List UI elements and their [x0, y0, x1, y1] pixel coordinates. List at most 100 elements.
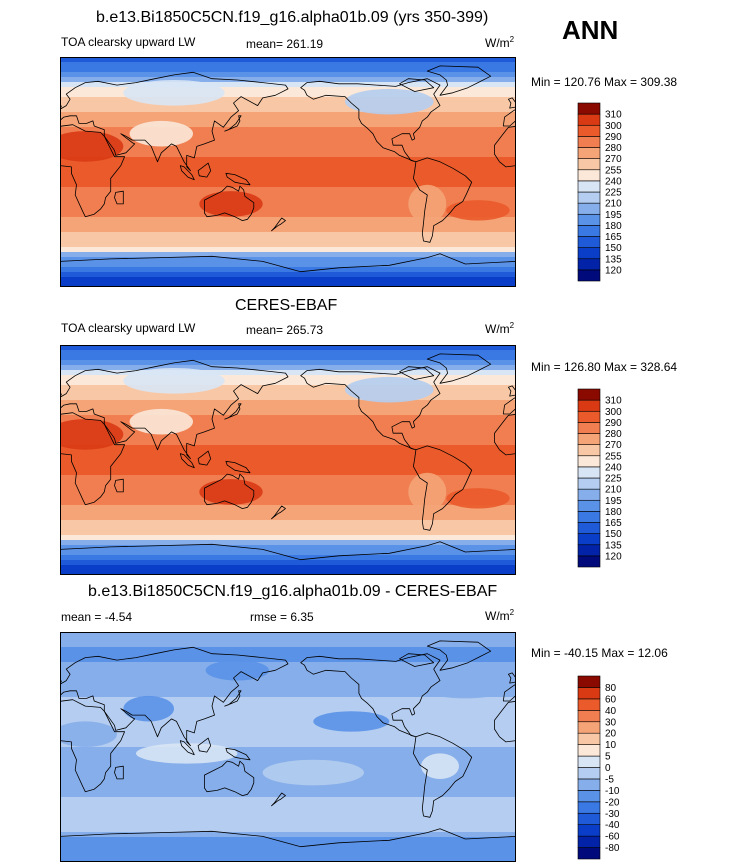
colorbar-box — [577, 732, 601, 745]
colorbar-tick-label: 0 — [605, 763, 611, 774]
colorbar-tick-label: 240 — [605, 176, 622, 187]
colorbar-tick-label: 165 — [605, 518, 622, 529]
colorbar-box — [577, 236, 601, 248]
colorbar-tick-label: 280 — [605, 143, 622, 154]
colorbar-box — [577, 258, 601, 271]
colorbar-box — [577, 499, 601, 512]
panel-1-units: W/m2 — [485, 35, 515, 51]
colorbar-tick-label: 310 — [605, 110, 622, 121]
colorbar-tick-label: -30 — [605, 809, 620, 820]
colorbar-box — [577, 555, 601, 568]
colorbar-tick-label: 120 — [605, 551, 622, 562]
colorbar-box — [577, 455, 601, 468]
colorbar-tick-label: 225 — [605, 474, 622, 485]
colorbar-box — [577, 269, 601, 282]
panel-1-mean-label: mean= 261.19 — [246, 37, 324, 51]
colorbar-tick-label: 290 — [605, 418, 622, 429]
colorbar-box — [577, 698, 601, 711]
panel-3-rmse-label: rmse = 6.35 — [250, 610, 314, 624]
colorbar-box — [577, 755, 601, 768]
panel-1-map — [60, 57, 516, 287]
colorbar-box — [577, 533, 601, 546]
colorbar-box — [577, 790, 601, 803]
panel-2-map — [60, 345, 516, 575]
colorbar-tick-label: -5 — [605, 774, 614, 785]
colorbar-box — [577, 812, 601, 825]
colorbar-tick-label: 195 — [605, 210, 622, 221]
colorbar-box — [577, 721, 601, 734]
colorbar-box — [577, 488, 601, 501]
colorbar-tick-label: 135 — [605, 540, 622, 551]
colorbar-box — [577, 687, 601, 700]
panel-2-colorbar: 1201351501651801952102252402552702802903… — [577, 388, 622, 568]
panel-3-range-label: Min = -40.15 Max = 12.06 — [531, 646, 668, 660]
colorbar-tick-label: 270 — [605, 154, 622, 165]
colorbar-box — [577, 169, 601, 182]
colorbar-tick-label: 30 — [605, 717, 617, 728]
colorbar-tick-label: -60 — [605, 832, 620, 843]
colorbar-box — [577, 422, 601, 434]
colorbar-box — [577, 801, 601, 814]
colorbar-tick-label: 255 — [605, 451, 622, 462]
colorbar-box — [577, 744, 601, 757]
colorbar-tick-label: -80 — [605, 843, 620, 854]
colorbar-box — [577, 191, 601, 204]
colorbar-box — [577, 767, 601, 780]
colorbar-box — [577, 847, 601, 860]
panel-2-title: CERES-EBAF — [235, 297, 338, 314]
colorbar-box — [577, 466, 601, 479]
panel-3-units: W/m2 — [485, 608, 515, 624]
colorbar-box — [577, 544, 601, 557]
colorbar-tick-label: 290 — [605, 132, 622, 143]
colorbar-tick-label: -20 — [605, 797, 620, 808]
colorbar-box — [577, 124, 601, 137]
colorbar-box — [577, 824, 601, 837]
colorbar-tick-label: 60 — [605, 694, 617, 705]
colorbar-tick-label: 300 — [605, 407, 622, 418]
colorbar-box — [577, 399, 601, 412]
panel-1-colorbar: 1201351501651801952102252402552702802903… — [577, 102, 622, 282]
colorbar-box — [577, 147, 601, 159]
colorbar-box — [577, 247, 601, 260]
colorbar-tick-label: 240 — [605, 462, 622, 473]
panel-2-variable-label: TOA clearsky upward LW — [61, 321, 196, 335]
panel-1-variable-label: TOA clearsky upward LW — [61, 35, 196, 49]
colorbar-box — [577, 675, 601, 688]
colorbar-box — [577, 225, 601, 237]
colorbar-box — [577, 433, 601, 445]
colorbar-box — [577, 444, 601, 457]
colorbar-box — [577, 511, 601, 523]
colorbar-tick-label: 300 — [605, 121, 622, 132]
colorbar-tick-label: -40 — [605, 820, 620, 831]
panel-3-map — [60, 632, 516, 862]
panel-1-title: b.e13.Bi1850C5CN.f19_g16.alpha01b.09 (yr… — [96, 9, 489, 26]
colorbar-box — [577, 102, 601, 115]
colorbar-box — [577, 202, 601, 215]
colorbar-tick-label: 135 — [605, 254, 622, 265]
colorbar-box — [577, 388, 601, 401]
panel-1-range-label: Min = 120.76 Max = 309.38 — [531, 75, 678, 89]
colorbar-tick-label: 310 — [605, 396, 622, 407]
colorbar-box — [577, 113, 601, 126]
colorbar-box — [577, 136, 601, 148]
panel-3-title: b.e13.Bi1850C5CN.f19_g16.alpha01b.09 - C… — [88, 583, 498, 600]
colorbar-box — [577, 522, 601, 534]
colorbar-tick-label: 280 — [605, 429, 622, 440]
colorbar-tick-label: 40 — [605, 706, 617, 717]
colorbar-tick-label: 165 — [605, 232, 622, 243]
colorbar-box — [577, 477, 601, 490]
colorbar-tick-label: 180 — [605, 507, 622, 518]
colorbar-box — [577, 710, 601, 723]
colorbar-tick-label: 210 — [605, 485, 622, 496]
colorbar-tick-label: 225 — [605, 188, 622, 199]
colorbar-box — [577, 180, 601, 193]
colorbar-tick-label: 210 — [605, 199, 622, 210]
colorbar-tick-label: 195 — [605, 496, 622, 507]
colorbar-tick-label: 20 — [605, 729, 617, 740]
colorbar-box — [577, 213, 601, 226]
colorbar-box — [577, 778, 601, 791]
colorbar-tick-label: 150 — [605, 243, 622, 254]
panel-2-range-label: Min = 126.80 Max = 328.64 — [531, 360, 678, 374]
colorbar-tick-label: 255 — [605, 165, 622, 176]
